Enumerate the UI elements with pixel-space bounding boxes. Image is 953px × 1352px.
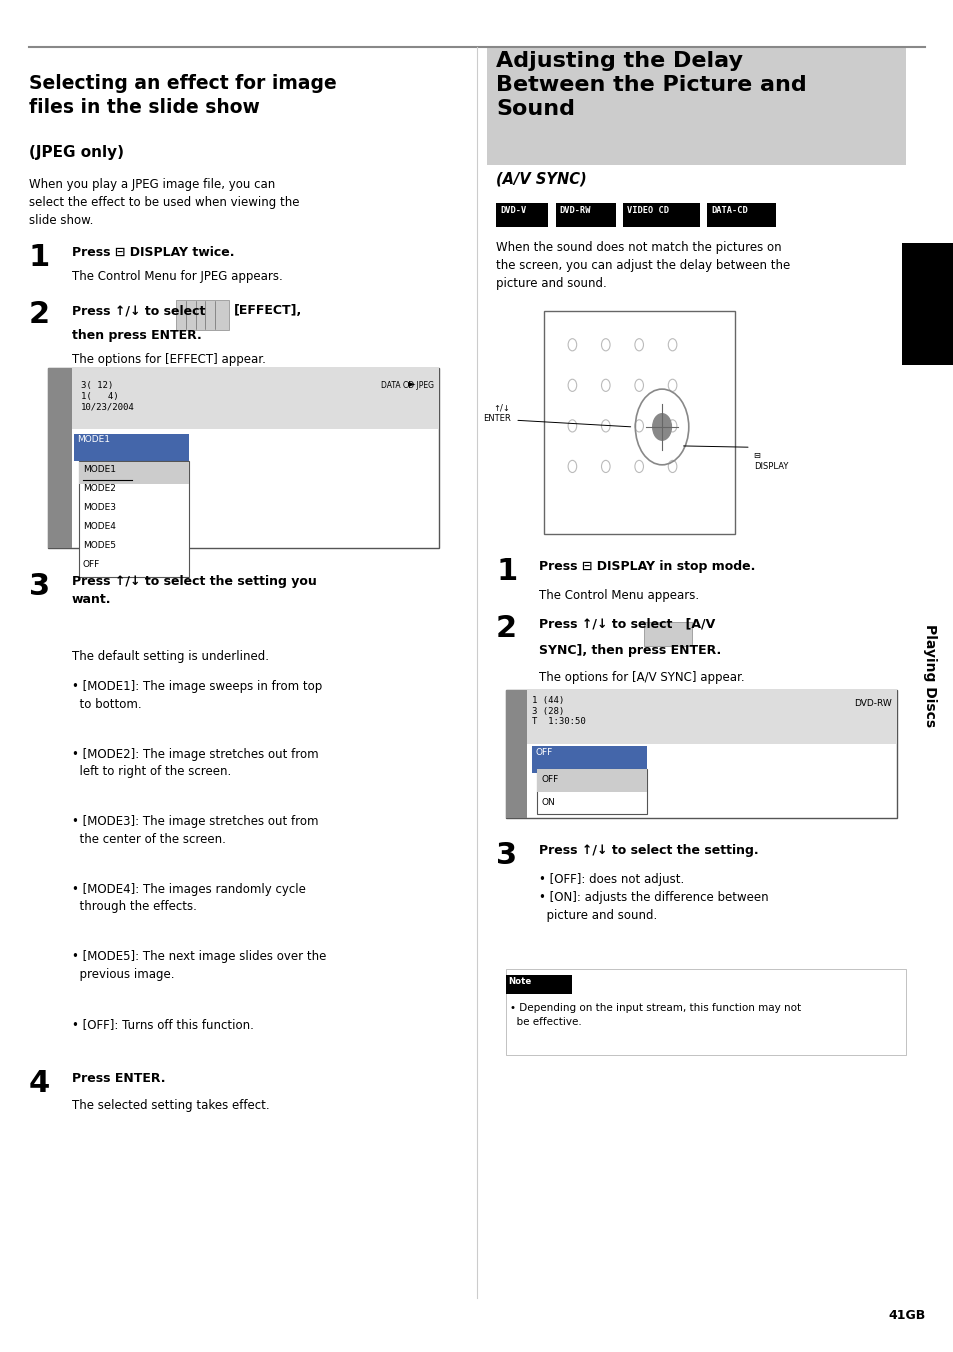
Text: MODE4: MODE4 bbox=[83, 522, 115, 531]
Text: Press ↑/↓ to select   [A/V: Press ↑/↓ to select [A/V bbox=[538, 618, 715, 631]
Text: • [OFF]: Turns off this function.: • [OFF]: Turns off this function. bbox=[71, 1018, 253, 1032]
Text: DVD-RW: DVD-RW bbox=[558, 206, 591, 215]
Text: MODE2: MODE2 bbox=[83, 484, 115, 493]
Text: • [MODE4]: The images randomly cycle
  through the effects.: • [MODE4]: The images randomly cycle thr… bbox=[71, 883, 305, 914]
Text: • [MODE2]: The image stretches out from
  left to right of the screen.: • [MODE2]: The image stretches out from … bbox=[71, 748, 318, 779]
Text: SYNC], then press ENTER.: SYNC], then press ENTER. bbox=[538, 644, 720, 657]
Circle shape bbox=[652, 414, 671, 441]
Text: The default setting is underlined.: The default setting is underlined. bbox=[71, 650, 268, 664]
Text: • [OFF]: does not adjust.
• [ON]: adjusts the difference between
  picture and s: • [OFF]: does not adjust. • [ON]: adjust… bbox=[538, 873, 768, 922]
Bar bbox=[79, 461, 189, 577]
FancyBboxPatch shape bbox=[643, 622, 691, 646]
Text: 3( 12)
1(   4)
10/23/2004: 3( 12) 1( 4) 10/23/2004 bbox=[81, 381, 134, 411]
Text: ON: ON bbox=[541, 798, 555, 807]
Text: • [MODE1]: The image sweeps in from top
  to bottom.: • [MODE1]: The image sweeps in from top … bbox=[71, 680, 321, 711]
Text: The Control Menu for JPEG appears.: The Control Menu for JPEG appears. bbox=[71, 270, 282, 284]
Text: 4: 4 bbox=[29, 1069, 50, 1098]
Text: MODE5: MODE5 bbox=[83, 541, 116, 550]
Text: ↑/↓
ENTER: ↑/↓ ENTER bbox=[482, 403, 510, 423]
Text: 3: 3 bbox=[29, 572, 50, 600]
Text: Press ↑/↓ to select: Press ↑/↓ to select bbox=[71, 304, 209, 318]
Text: 1: 1 bbox=[29, 243, 50, 272]
Text: Press ⊟ DISPLAY in stop mode.: Press ⊟ DISPLAY in stop mode. bbox=[538, 560, 755, 573]
Text: The options for [A/V SYNC] appear.: The options for [A/V SYNC] appear. bbox=[538, 671, 744, 684]
Bar bbox=[48, 368, 71, 548]
Bar bbox=[505, 690, 896, 744]
Text: Selecting an effect for image
files in the slide show: Selecting an effect for image files in t… bbox=[29, 74, 336, 116]
Bar bbox=[543, 311, 734, 534]
Text: Note: Note bbox=[508, 977, 531, 987]
Bar bbox=[505, 690, 526, 818]
Text: ⊟
DISPLAY: ⊟ DISPLAY bbox=[753, 450, 787, 470]
Text: The Control Menu appears.: The Control Menu appears. bbox=[538, 589, 699, 603]
Text: When the sound does not match the pictures on
the screen, you can adjust the del: When the sound does not match the pictur… bbox=[496, 241, 789, 289]
Text: Playing Discs: Playing Discs bbox=[923, 625, 936, 727]
Text: VIDEO CD: VIDEO CD bbox=[626, 206, 669, 215]
Text: Press ↑/↓ to select the setting you
want.: Press ↑/↓ to select the setting you want… bbox=[71, 575, 316, 606]
Bar bbox=[901, 243, 953, 365]
Text: DATA-CD: DATA-CD bbox=[710, 206, 747, 215]
Text: When you play a JPEG image file, you can
select the effect to be used when viewi: When you play a JPEG image file, you can… bbox=[29, 178, 299, 227]
Text: • [MODE5]: The next image slides over the
  previous image.: • [MODE5]: The next image slides over th… bbox=[71, 950, 326, 982]
Text: Press ENTER.: Press ENTER. bbox=[71, 1072, 165, 1086]
Bar bbox=[505, 969, 905, 1055]
Bar bbox=[79, 462, 189, 484]
Text: DVD-RW: DVD-RW bbox=[853, 699, 891, 708]
Text: Press ⊟ DISPLAY twice.: Press ⊟ DISPLAY twice. bbox=[71, 246, 233, 260]
Bar bbox=[537, 769, 646, 792]
Text: The options for [EFFECT] appear.: The options for [EFFECT] appear. bbox=[71, 353, 265, 366]
Text: OFF: OFF bbox=[83, 560, 100, 569]
Bar bbox=[74, 434, 189, 461]
Text: MODE3: MODE3 bbox=[83, 503, 116, 512]
Bar bbox=[532, 746, 646, 773]
Bar bbox=[486, 46, 905, 165]
Text: (A/V SYNC): (A/V SYNC) bbox=[496, 172, 586, 187]
Text: 1: 1 bbox=[496, 557, 517, 585]
Text: • Depending on the input stream, this function may not
  be effective.: • Depending on the input stream, this fu… bbox=[510, 1003, 801, 1028]
Text: DATA CD JPEG: DATA CD JPEG bbox=[380, 381, 434, 391]
Bar bbox=[706, 203, 775, 227]
Bar bbox=[496, 203, 547, 227]
Text: Adjusting the Delay
Between the Picture and
Sound: Adjusting the Delay Between the Picture … bbox=[496, 51, 806, 119]
Text: OFF: OFF bbox=[541, 775, 558, 784]
Bar bbox=[555, 203, 616, 227]
Text: Press ↑/↓ to select the setting.: Press ↑/↓ to select the setting. bbox=[538, 844, 758, 857]
Text: (JPEG only): (JPEG only) bbox=[29, 145, 124, 160]
Text: 1 (44)
3 (28)
T  1:30:50: 1 (44) 3 (28) T 1:30:50 bbox=[532, 696, 585, 726]
Bar bbox=[537, 769, 646, 814]
Text: then press ENTER.: then press ENTER. bbox=[71, 329, 201, 342]
Text: 2: 2 bbox=[29, 300, 50, 329]
Text: [EFFECT],: [EFFECT], bbox=[233, 304, 302, 318]
Text: 2: 2 bbox=[496, 614, 517, 642]
Text: MODE1: MODE1 bbox=[83, 465, 116, 475]
Bar bbox=[505, 690, 896, 818]
Bar bbox=[622, 203, 699, 227]
FancyBboxPatch shape bbox=[176, 300, 229, 330]
Text: 3: 3 bbox=[496, 841, 517, 869]
Text: The selected setting takes effect.: The selected setting takes effect. bbox=[71, 1099, 269, 1113]
Text: MODE1: MODE1 bbox=[77, 435, 111, 445]
Bar bbox=[505, 975, 572, 994]
Text: ►: ► bbox=[407, 379, 415, 388]
Text: DVD-V: DVD-V bbox=[499, 206, 526, 215]
Text: 41GB: 41GB bbox=[887, 1309, 924, 1322]
Bar bbox=[48, 368, 438, 429]
Text: • [MODE3]: The image stretches out from
  the center of the screen.: • [MODE3]: The image stretches out from … bbox=[71, 815, 317, 846]
Text: OFF: OFF bbox=[535, 748, 552, 757]
Bar bbox=[48, 368, 438, 548]
